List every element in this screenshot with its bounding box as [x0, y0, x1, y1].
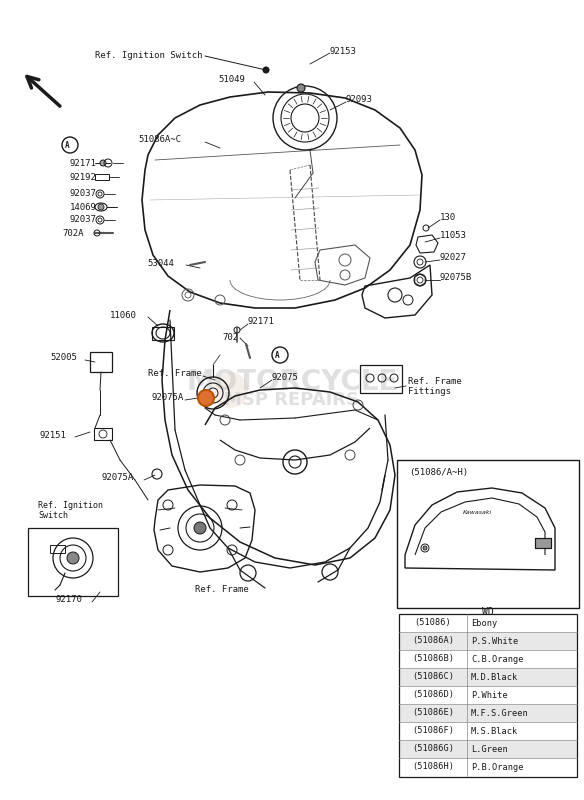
Text: MOTORCYCLE: MOTORCYCLE — [186, 368, 398, 396]
Text: Ref. Frame: Ref. Frame — [408, 378, 462, 386]
Text: A: A — [274, 350, 279, 359]
Text: Ref. Frame: Ref. Frame — [195, 586, 249, 594]
Text: (51086F): (51086F) — [412, 726, 454, 735]
Bar — [94, 428, 112, 440]
Text: 92037: 92037 — [70, 215, 97, 225]
Bar — [90, 352, 112, 372]
Bar — [360, 365, 402, 393]
Text: Switch: Switch — [38, 511, 68, 521]
Text: (51086A): (51086A) — [412, 637, 454, 646]
Text: P.White: P.White — [471, 690, 507, 699]
Text: (51086/A~H): (51086/A~H) — [409, 467, 468, 477]
Bar — [535, 538, 551, 548]
Text: 702A: 702A — [62, 229, 84, 238]
Text: A: A — [65, 141, 69, 150]
Text: P.B.Orange: P.B.Orange — [471, 762, 523, 771]
Text: 92151: 92151 — [40, 430, 67, 439]
Bar — [397, 460, 579, 608]
Bar — [399, 705, 576, 722]
Text: 702: 702 — [222, 333, 238, 342]
Text: (51086D): (51086D) — [412, 690, 454, 699]
Text: Ref. Ignition Switch: Ref. Ignition Switch — [95, 50, 203, 59]
Text: 92027: 92027 — [440, 254, 467, 262]
Bar — [399, 722, 576, 739]
Bar — [50, 545, 65, 553]
Text: (51086): (51086) — [415, 618, 451, 627]
Circle shape — [423, 546, 427, 550]
Text: 92075A: 92075A — [152, 394, 184, 402]
Circle shape — [297, 84, 305, 92]
Text: (51086B): (51086B) — [412, 654, 454, 663]
Bar — [152, 327, 174, 340]
Text: 92171: 92171 — [248, 318, 275, 326]
Text: 51086A~C: 51086A~C — [138, 135, 181, 145]
Text: 51049: 51049 — [218, 75, 245, 85]
Circle shape — [198, 390, 214, 406]
Text: Fittings: Fittings — [408, 387, 451, 397]
Text: MSP REPAIRS: MSP REPAIRS — [224, 391, 360, 409]
Text: L.Green: L.Green — [471, 745, 507, 754]
Bar — [399, 614, 576, 631]
Circle shape — [194, 522, 206, 534]
Bar — [399, 633, 576, 650]
Text: 92171: 92171 — [70, 158, 97, 167]
Text: M.F.S.Green: M.F.S.Green — [471, 709, 529, 718]
Bar — [399, 686, 576, 703]
Text: 92075B: 92075B — [440, 274, 472, 282]
Text: Kawasaki: Kawasaki — [463, 510, 492, 514]
Text: C.B.Orange: C.B.Orange — [471, 654, 523, 663]
Text: 11060: 11060 — [110, 310, 137, 319]
Text: 92075: 92075 — [272, 374, 299, 382]
Text: Ref. Frame: Ref. Frame — [148, 370, 201, 378]
Bar — [399, 741, 576, 758]
Text: 92093: 92093 — [346, 95, 373, 105]
Text: 92170: 92170 — [55, 595, 82, 605]
Text: (51086C): (51086C) — [412, 673, 454, 682]
Text: 52005: 52005 — [50, 354, 77, 362]
Circle shape — [67, 552, 79, 564]
Circle shape — [100, 160, 106, 166]
Text: 92192: 92192 — [70, 173, 97, 182]
Bar — [399, 614, 577, 777]
Text: (51086H): (51086H) — [412, 762, 454, 771]
Bar — [535, 538, 551, 548]
Circle shape — [263, 67, 269, 73]
Circle shape — [212, 372, 248, 408]
Bar — [95, 174, 109, 180]
Bar — [399, 650, 576, 667]
Text: 11053: 11053 — [440, 231, 467, 241]
Bar — [399, 669, 576, 686]
Bar — [399, 758, 576, 775]
Text: M.S.Black: M.S.Black — [471, 726, 518, 735]
Text: (51086E): (51086E) — [412, 709, 454, 718]
Circle shape — [98, 204, 104, 210]
Text: 92037: 92037 — [70, 190, 97, 198]
Bar — [28, 528, 118, 596]
Text: WD: WD — [482, 607, 494, 617]
Text: 92075A: 92075A — [102, 474, 134, 482]
Text: 14069: 14069 — [70, 202, 97, 211]
Text: 92153: 92153 — [330, 47, 357, 57]
Text: 53044: 53044 — [147, 258, 174, 267]
Text: (51086G): (51086G) — [412, 745, 454, 754]
Text: 130: 130 — [440, 214, 456, 222]
Text: M.D.Black: M.D.Black — [471, 673, 518, 682]
Text: P.S.White: P.S.White — [471, 637, 518, 646]
Text: Ref. Ignition: Ref. Ignition — [38, 501, 103, 510]
Text: Ebony: Ebony — [471, 618, 497, 627]
